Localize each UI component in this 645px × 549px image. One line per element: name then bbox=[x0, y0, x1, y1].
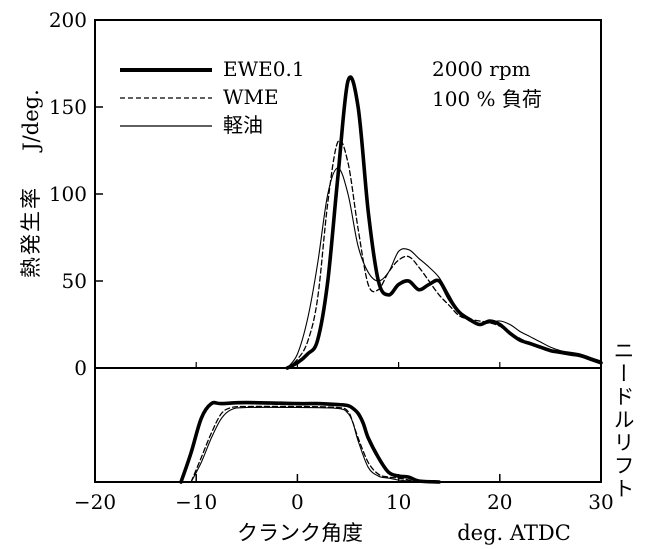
y-tick-label: 100 bbox=[49, 182, 87, 206]
upper-y-axis-ticks: 0 50 100 150 200 bbox=[49, 8, 103, 380]
lower-series-group bbox=[179, 400, 441, 484]
y-tick-label: 150 bbox=[49, 95, 87, 119]
y-axis-unit: J/deg. bbox=[19, 89, 43, 152]
legend-label-ewe: EWE0.1 bbox=[223, 57, 305, 81]
x-tick-label: 30 bbox=[588, 490, 613, 514]
annotation-load: 100 % 負荷 bbox=[432, 87, 542, 111]
needle-lift-series-diesel bbox=[190, 406, 420, 483]
needle-lift-series-wme bbox=[190, 405, 420, 483]
heat-release-series-wme bbox=[286, 139, 602, 369]
heat-release-series-ewe bbox=[285, 75, 603, 370]
x-axis-label: クランク角度 bbox=[237, 521, 363, 545]
lower-y-axis-label: ニードルリフト bbox=[611, 340, 635, 501]
x-axis-unit: deg. ATDC bbox=[457, 521, 571, 545]
x-tick-label: 10 bbox=[386, 490, 411, 514]
x-tick-label: 20 bbox=[487, 490, 512, 514]
y-tick-label: 200 bbox=[49, 8, 87, 32]
x-axis-ticks: −20 −10 0 10 20 30 bbox=[74, 362, 614, 514]
x-tick-label: 0 bbox=[291, 490, 304, 514]
needle-lift-series-ewe bbox=[179, 400, 441, 484]
x-tick-label: −10 bbox=[175, 490, 217, 514]
y-axis-label: 熱発生率 bbox=[19, 186, 43, 278]
legend-label-diesel: 軽油 bbox=[223, 113, 263, 137]
annotation-rpm: 2000 rpm bbox=[432, 57, 531, 81]
x-tick-label: −20 bbox=[74, 490, 116, 514]
upper-series-group bbox=[285, 75, 603, 370]
lower-plot-frame bbox=[94, 367, 602, 483]
legend-label-wme: WME bbox=[223, 85, 279, 109]
legend: EWE0.1 WME 軽油 bbox=[120, 57, 305, 137]
y-tick-label: 0 bbox=[74, 356, 87, 380]
y-tick-label: 50 bbox=[62, 269, 87, 293]
